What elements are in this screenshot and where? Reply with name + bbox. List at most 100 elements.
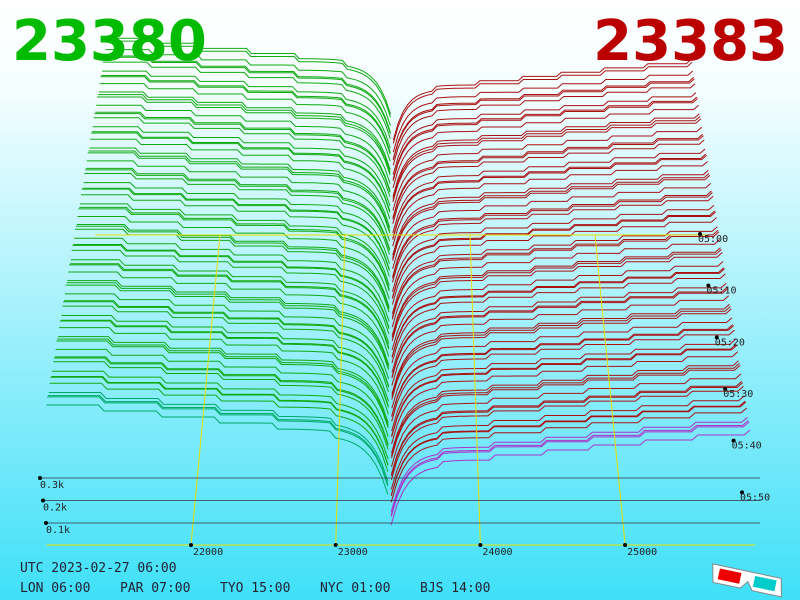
bid-layer <box>92 126 391 207</box>
bid-layer <box>47 396 389 487</box>
bid-layer <box>64 293 390 380</box>
ask-layer <box>391 306 731 397</box>
ask-layer <box>391 351 739 445</box>
bid-layer <box>101 75 391 153</box>
ask-layer <box>390 401 747 497</box>
ask-layer <box>391 373 742 467</box>
ask-layer <box>391 267 725 357</box>
ask-layer <box>392 116 701 200</box>
bid-layer <box>70 259 390 344</box>
price-grid-line <box>594 234 626 546</box>
ask-layer <box>392 77 694 159</box>
price-tick <box>623 543 628 547</box>
bid-layer <box>64 300 390 387</box>
ask-layer <box>390 400 746 496</box>
ask-layer <box>392 98 698 181</box>
bid-layer <box>67 280 390 366</box>
bid-layer <box>103 56 391 135</box>
bid-layer <box>97 96 391 176</box>
ask-layer <box>392 83 696 166</box>
bid-layer <box>88 150 391 232</box>
ask-layer <box>392 148 706 234</box>
price-label: 24000 <box>482 547 512 558</box>
bid-layer <box>86 167 391 250</box>
ask-layer <box>392 135 704 220</box>
clock: TYO 15:00 <box>220 581 290 596</box>
bid-layer <box>79 206 390 290</box>
ask-layer <box>392 118 702 203</box>
3d-glasses-icon[interactable] <box>709 563 785 598</box>
ask-layer <box>391 317 733 409</box>
ask-layer <box>392 195 714 283</box>
price-tick <box>478 543 483 547</box>
ask-layer <box>391 360 739 454</box>
bid-layer <box>51 376 389 465</box>
bid-layer <box>84 173 390 255</box>
ask-layer <box>390 416 748 512</box>
bid-layer <box>63 301 390 388</box>
bid-layer <box>55 348 389 437</box>
ask-layer <box>392 173 710 259</box>
ask-layer <box>391 239 721 328</box>
ask-layer <box>392 183 712 270</box>
bid-layer <box>66 282 390 368</box>
bid-layer <box>52 370 389 460</box>
bid-layer <box>81 194 390 277</box>
ask-layer <box>391 247 721 336</box>
ask-layer <box>392 96 698 180</box>
ask-layer <box>391 226 718 315</box>
bid-layer <box>65 284 390 371</box>
bid-layer <box>59 327 389 415</box>
ask-layer <box>392 92 697 175</box>
bid-layer <box>102 70 391 149</box>
ask-layer <box>391 324 734 416</box>
floor-edge <box>46 234 756 546</box>
ask-layer <box>391 211 716 299</box>
bid-layer <box>53 357 389 446</box>
bid-layer <box>107 37 392 115</box>
bid-layer <box>105 49 391 127</box>
price-tick <box>333 543 338 547</box>
bid-layer <box>69 264 390 350</box>
ask-layer <box>391 308 732 400</box>
bid-layer <box>99 83 391 162</box>
bid-layer <box>61 315 389 402</box>
bid-layer <box>87 152 391 234</box>
axis-labels: 22000 23000 24000 25000 05:00 05:10 05:20 05:30… <box>38 232 770 558</box>
ask-layer <box>391 339 736 432</box>
bid-layer <box>92 131 391 212</box>
bid-layer <box>78 208 390 292</box>
ask-layer <box>391 344 738 438</box>
bid-layer <box>60 319 389 407</box>
clock: BJS 14:00 <box>420 581 490 596</box>
ask-layer <box>390 407 748 503</box>
ask-layer <box>391 252 723 341</box>
price-label: 22000 <box>193 547 223 558</box>
ask-layer <box>391 365 741 459</box>
bid-layer <box>96 104 391 184</box>
time-label: 05:40 <box>732 441 762 452</box>
bid-layer <box>81 188 390 271</box>
bid-layer <box>106 40 391 118</box>
bid-layer <box>49 382 389 472</box>
ask-layer <box>392 169 709 256</box>
bid-layer <box>54 356 389 445</box>
bid-layer <box>86 160 391 242</box>
ask-layer <box>390 420 749 516</box>
depth-label: 0.1k <box>46 525 70 536</box>
depth-tick <box>41 498 45 503</box>
ask-layer <box>391 329 735 422</box>
ask-layer <box>391 295 730 386</box>
bid-layer <box>98 91 391 170</box>
ask-layer <box>391 229 719 318</box>
time-tick <box>723 387 728 391</box>
bid-layer <box>83 182 390 264</box>
time-tick <box>706 283 711 288</box>
clock: PAR 07:00 <box>120 581 190 596</box>
ask-layer <box>392 204 715 292</box>
price-tick <box>189 543 193 547</box>
clock: LON 06:00 <box>20 581 90 596</box>
ask-price: 23383 <box>593 9 788 74</box>
ask-layer <box>392 192 713 279</box>
